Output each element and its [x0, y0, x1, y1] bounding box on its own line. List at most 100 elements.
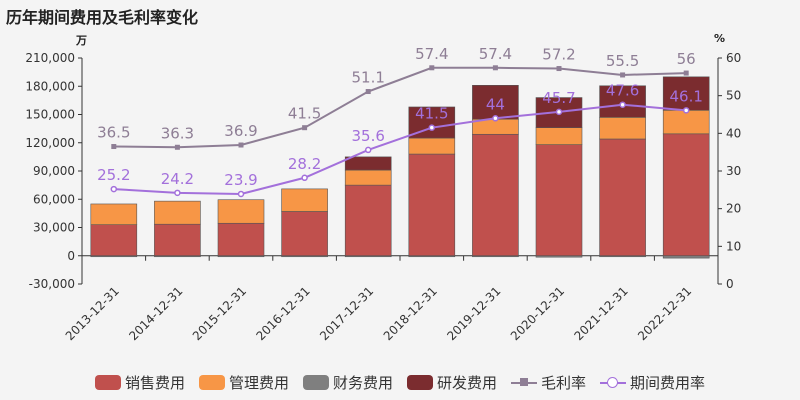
right-unit-label: % — [714, 32, 726, 45]
data-label: 57.2 — [542, 46, 575, 64]
data-label: 56 — [677, 50, 696, 68]
line-point — [364, 146, 372, 154]
bar-segment — [217, 222, 265, 257]
line-point — [111, 144, 117, 150]
bar-segment — [472, 133, 519, 257]
line-point — [556, 66, 562, 72]
y-left-tick-label: 210,000 — [25, 51, 75, 65]
bar-segment — [599, 138, 646, 257]
bar-segment — [408, 137, 456, 155]
bar-segment — [662, 255, 710, 259]
x-tick-label: 2020-12-31 — [508, 284, 567, 343]
x-tick-label: 2014-12-31 — [126, 284, 185, 343]
data-label: 47.6 — [606, 82, 639, 100]
bar-segment — [90, 224, 138, 257]
bar-segment — [662, 76, 710, 111]
bar-segment — [281, 188, 328, 212]
x-tick-label: 2022-12-31 — [635, 284, 694, 343]
bar-segment — [408, 153, 456, 257]
legend-item[interactable]: 毛利率 — [511, 372, 586, 393]
legend-item[interactable]: 研发费用 — [407, 372, 497, 393]
legend-label: 期间费用率 — [630, 374, 706, 392]
bar-segment — [217, 199, 265, 224]
y-left-tick-label: 30,000 — [33, 221, 75, 235]
chart-title: 历年期间费用及毛利率变化 — [6, 8, 199, 27]
legend-label: 毛利率 — [541, 374, 587, 392]
legend-label: 管理费用 — [228, 374, 289, 392]
bar-segment — [344, 156, 392, 171]
line-point — [237, 190, 245, 198]
bar-segment — [472, 85, 519, 120]
x-tick-label: 2016-12-31 — [254, 284, 313, 343]
bar-segment — [535, 127, 583, 145]
legend-swatch — [198, 375, 225, 390]
bar-segment — [154, 223, 201, 257]
data-label: 35.6 — [351, 127, 384, 145]
legend-item[interactable]: 管理费用 — [198, 372, 289, 393]
data-label: 44 — [486, 95, 505, 113]
y-right-tick-label: 60 — [726, 51, 741, 65]
bar-segment — [90, 255, 138, 258]
legend-line-swatch — [511, 375, 538, 390]
data-label: 51.1 — [351, 69, 384, 87]
line-series-path — [113, 66, 687, 149]
bar-segment — [535, 144, 583, 257]
line-point — [110, 185, 118, 193]
y-right-tick-label: 20 — [726, 202, 741, 216]
y-right-tick-label: 10 — [726, 239, 741, 253]
line-point — [492, 65, 498, 71]
bar-segment — [154, 200, 201, 225]
legend-label: 财务费用 — [332, 374, 393, 392]
bar-segment — [154, 255, 201, 258]
legend-item[interactable]: 期间费用率 — [600, 372, 705, 393]
data-label: 36.9 — [224, 122, 257, 140]
y-left-tick-label: -30,000 — [29, 277, 75, 291]
data-label: 41.5 — [288, 105, 321, 123]
line-point — [302, 125, 308, 131]
line-point — [428, 124, 436, 131]
data-label: 28.2 — [288, 155, 321, 173]
line-point — [301, 174, 308, 182]
data-label: 36.3 — [161, 124, 194, 142]
x-tick-label: 2017-12-31 — [317, 284, 376, 343]
y-right-tick-label: 40 — [726, 126, 741, 140]
bar-segment — [472, 255, 519, 258]
legend-item[interactable]: 销售费用 — [94, 372, 185, 393]
y-right-tick-label: 30 — [726, 164, 741, 178]
x-tick-label: 2013-12-31 — [63, 284, 122, 343]
legend-item[interactable]: 财务费用 — [302, 372, 393, 393]
line-point — [365, 89, 371, 95]
line-point — [174, 144, 180, 150]
legend-label: 研发费用 — [437, 374, 498, 392]
bar-segment — [281, 255, 328, 258]
legend-swatch — [407, 375, 433, 390]
bar-segment — [217, 255, 265, 258]
data-label: 57.4 — [479, 45, 512, 63]
line-point — [682, 107, 690, 114]
bar-segment — [90, 203, 138, 225]
data-label: 25.2 — [97, 166, 130, 184]
line-point — [620, 72, 626, 78]
x-tick-label: 2018-12-31 — [381, 284, 440, 343]
bar-segment — [535, 255, 583, 258]
legend-swatch — [302, 375, 329, 390]
line-series-path — [113, 103, 687, 195]
bar-segment — [344, 255, 392, 258]
legend-label: 销售费用 — [124, 374, 185, 392]
bar-segment — [662, 133, 710, 257]
line-point — [492, 115, 499, 122]
y-left-tick-label: 60,000 — [33, 192, 75, 206]
y-right-tick-label: 50 — [726, 89, 741, 103]
bar-segment — [662, 109, 710, 135]
line-point — [174, 189, 181, 197]
data-label: 55.5 — [606, 52, 639, 70]
y-right-tick-label: 0 — [726, 277, 734, 291]
y-left-tick-label: 180,000 — [25, 79, 75, 93]
line-point — [429, 65, 435, 71]
data-label: 46.1 — [669, 87, 702, 105]
bar-segment — [599, 255, 646, 258]
line-point — [619, 101, 626, 108]
x-tick-label: 2019-12-31 — [444, 284, 503, 343]
